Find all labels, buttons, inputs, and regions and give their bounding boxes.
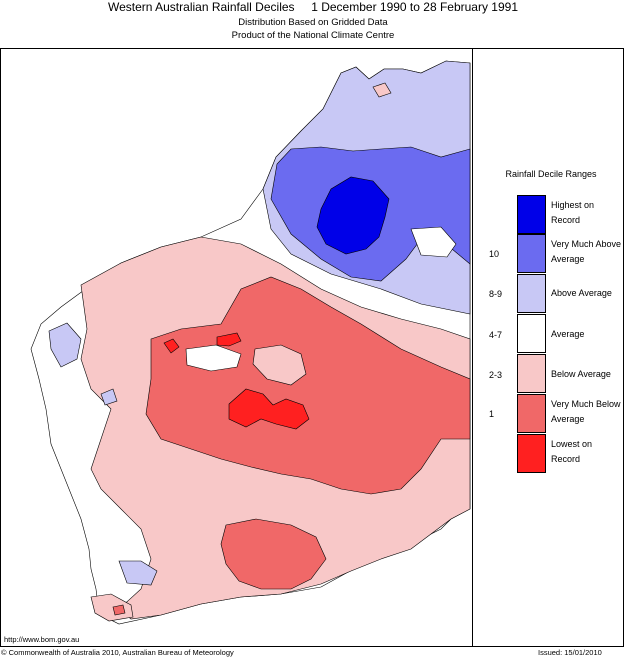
map-subtitle-product: Product of the National Climate Centre <box>231 30 395 41</box>
region-lowest-on-record-2 <box>163 338 180 354</box>
map-subtitle-distribution: Distribution Based on Gridded Data <box>238 17 388 28</box>
region-very-much-below-average-south <box>220 518 327 590</box>
legend-swatch-very-much-above-average <box>517 234 546 273</box>
region-below-average-south-coast <box>90 593 134 622</box>
legend-title: Rainfall Decile Ranges <box>505 169 597 179</box>
region-average-hole-1 <box>185 344 242 372</box>
footer-copyright: © Commonwealth of Australia 2010, Austra… <box>1 648 234 657</box>
region-average-north-east <box>410 226 457 258</box>
legend-label-above-average: Above Average <box>551 288 612 298</box>
legend-swatch-lowest-on-record <box>517 434 546 473</box>
region-lowest-on-record-3 <box>216 332 242 347</box>
legend-swatch-highest-on-record <box>517 195 546 234</box>
legend-decile-2-3: 2-3 <box>489 370 503 380</box>
legend-label-very-much-above-average: Very Much Above Average <box>551 239 622 264</box>
region-highest-on-record <box>316 176 390 255</box>
legend-decile-8-9: 8-9 <box>489 289 503 299</box>
legend-label-lowest-on-record: Lowest on Record <box>551 439 593 464</box>
legend-swatch-very-much-below-average <box>517 394 546 433</box>
legend-decile-4-7: 4-7 <box>489 330 503 340</box>
region-above-average-south-west <box>118 560 158 586</box>
legend-label-very-much-below-average: Very Much Below Average <box>551 399 621 424</box>
legend-swatch-below-average <box>517 354 546 393</box>
legend-swatch-above-average <box>517 274 546 313</box>
legend-decile-10: 10 <box>489 249 500 259</box>
footer-issued: Issued: 15/01/2010 <box>538 648 602 657</box>
legend-divider <box>472 48 473 647</box>
region-lowest-on-record-1 <box>228 388 310 430</box>
region-very-much-below-average-central <box>145 276 471 495</box>
map-title: Western Australian Rainfall Deciles 1 De… <box>108 0 518 14</box>
region-below-average-north-east <box>372 82 392 98</box>
legend-label-highest-on-record: Highest on Record <box>551 200 595 225</box>
legend-label-below-average: Below Average <box>551 369 611 379</box>
rainfall-decile-map <box>30 60 471 625</box>
legend-swatch-average <box>517 314 546 353</box>
legend-decile-1: 1 <box>489 409 495 419</box>
footer-url: http://www.bom.gov.au <box>4 635 80 644</box>
region-above-average-west-1 <box>48 322 82 368</box>
region-below-hole-2 <box>252 344 307 386</box>
region-above-average-islet <box>100 388 118 406</box>
legend-label-average: Average <box>551 329 585 339</box>
map-frame <box>0 48 624 647</box>
region-very-much-below-average-south-coast <box>112 604 126 616</box>
